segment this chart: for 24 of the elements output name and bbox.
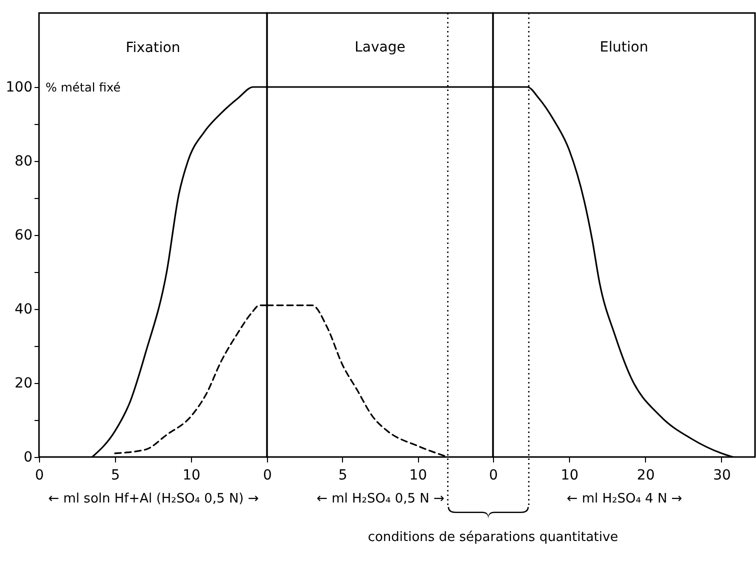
x-tick-label: 20 bbox=[636, 468, 655, 484]
x-tick-label: 0 bbox=[263, 468, 272, 484]
y-tick-label: 60 bbox=[14, 228, 32, 244]
x-tick-label: 10 bbox=[182, 468, 200, 484]
y-axis-title: % métal fixé bbox=[46, 80, 121, 94]
x-axis-title: ← ml soln Hf+Al (H₂SO₄ 0,5 N) → bbox=[48, 492, 259, 506]
y-tick-label: 80 bbox=[14, 154, 32, 170]
y-tick-label: 40 bbox=[14, 302, 32, 318]
x-axis-title: ← ml H₂SO₄ 4 N → bbox=[566, 492, 682, 506]
x-axis-title: ← ml H₂SO₄ 0,5 N → bbox=[316, 492, 445, 506]
x-tick-label: 0 bbox=[489, 468, 498, 484]
x-tick-label: 10 bbox=[409, 468, 428, 484]
x-tick-label: 10 bbox=[560, 468, 579, 484]
text: conditions de séparations quantitative bbox=[368, 530, 618, 545]
text: Fixation bbox=[126, 40, 180, 56]
x-tick-label: 30 bbox=[713, 468, 731, 484]
x-tick-label: 0 bbox=[35, 468, 44, 484]
y-tick-label: 100 bbox=[6, 80, 32, 96]
y-tick-label: 20 bbox=[14, 376, 32, 392]
text: Elution bbox=[600, 39, 648, 56]
text: Lavage bbox=[354, 39, 406, 56]
x-tick-label: 5 bbox=[338, 468, 348, 484]
x-tick-label: 5 bbox=[111, 468, 120, 484]
y-tick-label: 0 bbox=[24, 450, 32, 466]
